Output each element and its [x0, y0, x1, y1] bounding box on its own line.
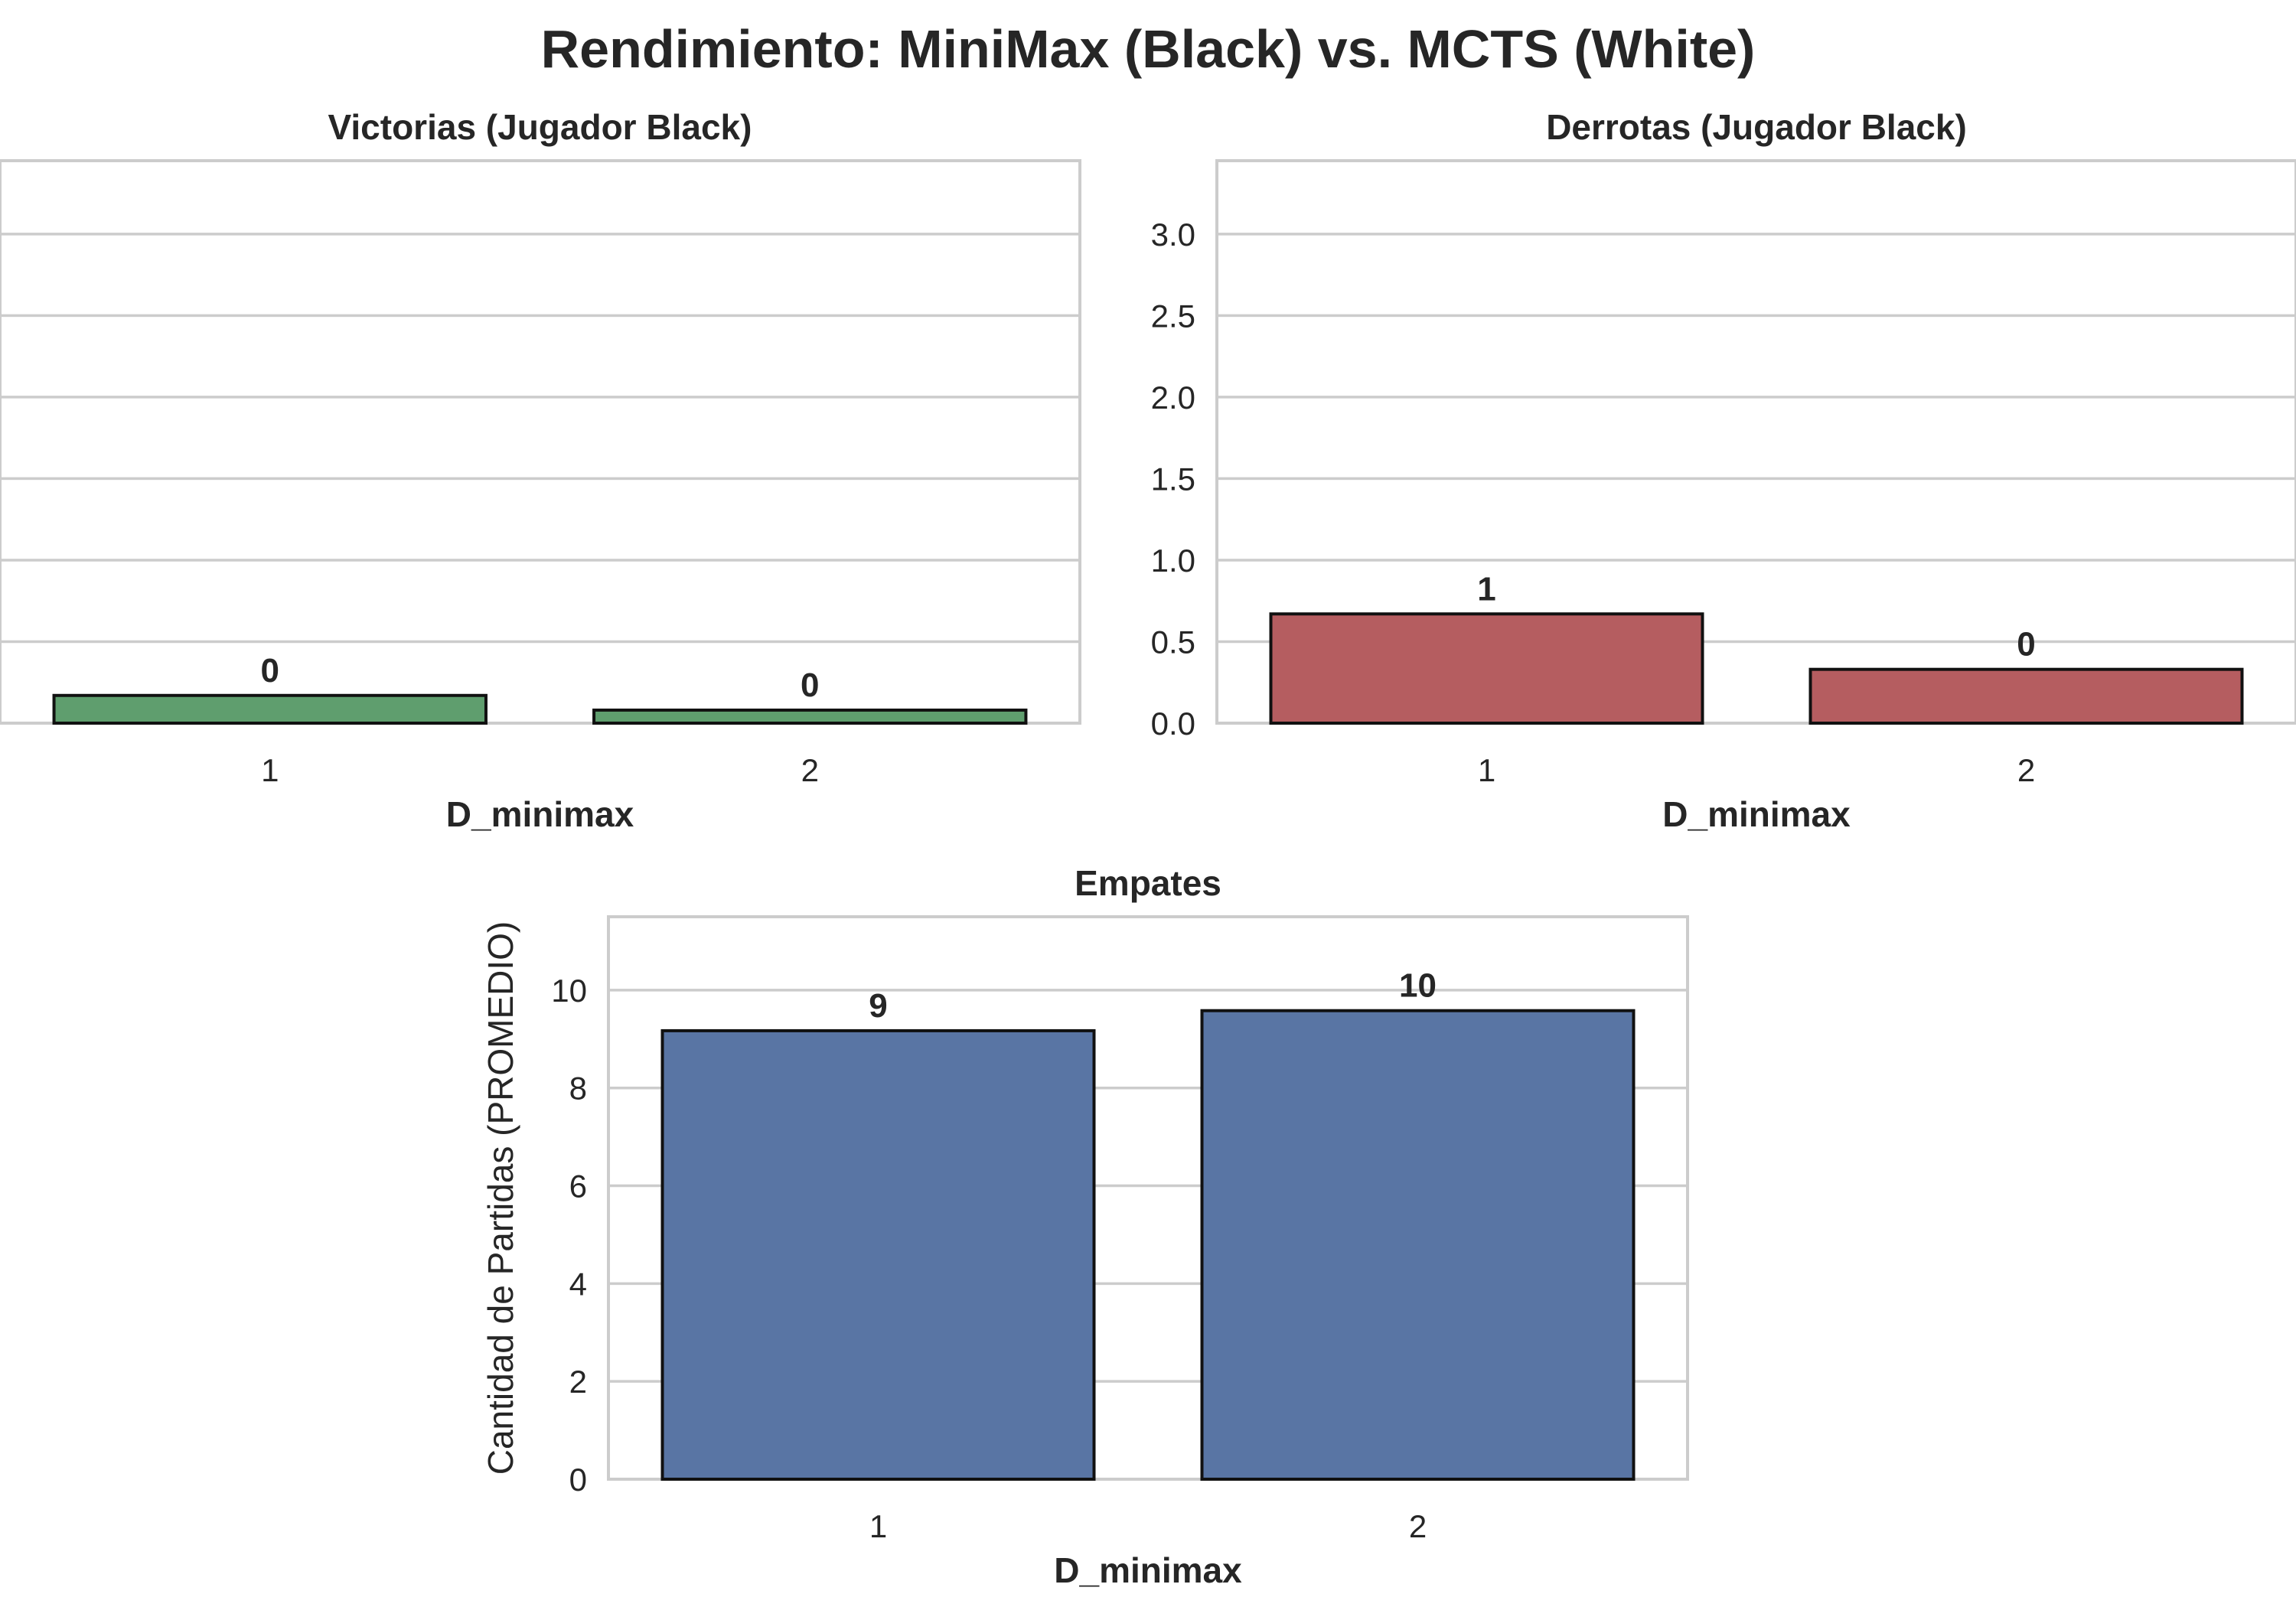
figure-title: Rendimiento: MiniMax (Black) vs. MCTS (W… — [541, 19, 1756, 79]
y-axis-label: Cantidad de Partidas (PROMEDIO) — [481, 921, 520, 1475]
x-tick-label-2: 2 — [1409, 1508, 1427, 1544]
x-axis-label: D_minimax — [1054, 1550, 1242, 1590]
y-tick-label: 1.0 — [1151, 543, 1195, 579]
chart-title: Derrotas (Jugador Black) — [1546, 107, 1967, 147]
bar-1 — [1269, 612, 1704, 725]
bar-1 — [660, 1028, 1096, 1481]
data-label-2: 0 — [2017, 626, 2035, 663]
data-label-1: 1 — [1477, 570, 1495, 608]
data-label-1: 0 — [261, 652, 279, 689]
y-tick-label: 2.5 — [1151, 298, 1195, 334]
plot-frame — [1215, 159, 2296, 725]
x-tick-label-2: 2 — [2017, 752, 2035, 788]
bar-1 — [52, 693, 488, 725]
bar-2 — [1808, 667, 2244, 725]
y-tick-label: 4 — [569, 1266, 587, 1302]
data-label-1: 9 — [869, 987, 887, 1025]
y-tick-label: 8 — [569, 1071, 587, 1107]
x-tick-label-1: 1 — [1478, 752, 1495, 788]
x-axis-label: D_minimax — [1662, 794, 1851, 834]
y-tick-label: 2.0 — [1151, 380, 1195, 416]
y-tick-label: 0.0 — [1151, 706, 1195, 742]
plot-frame — [0, 159, 1081, 725]
y-tick-label: 10 — [551, 973, 587, 1009]
chart-panel-victorias-jugador-black: 0 0 1 2 Victorias (Jugador Black) D_minimax — [0, 107, 1081, 834]
chart-title: Empates — [1075, 863, 1221, 903]
y-tick-label: 0 — [569, 1462, 587, 1498]
data-label-2: 0 — [801, 667, 819, 704]
bar-2 — [1200, 1009, 1636, 1481]
bar-2 — [592, 708, 1028, 725]
chart-panel-empates: 9 10 1 2 0 2 4 6 8 10 Empates D_minimax Cantidad de … — [481, 863, 1689, 1590]
x-axis-label: D_minimax — [446, 794, 634, 834]
y-tick-label: 6 — [569, 1169, 587, 1204]
y-tick-label: 2 — [569, 1364, 587, 1400]
y-tick-label: 3.0 — [1151, 217, 1195, 253]
x-tick-label-2: 2 — [801, 752, 819, 788]
x-tick-label-1: 1 — [261, 752, 279, 788]
plot-frame — [607, 915, 1689, 1481]
data-label-2: 10 — [1399, 967, 1437, 1005]
chart-title: Victorias (Jugador Black) — [328, 107, 752, 147]
x-tick-label-1: 1 — [869, 1508, 887, 1544]
chart-panel-derrotas-jugador-black: 1 0 1 2 0.0 0.5 1.0 1.5 2.0 2.5 3.0 Derrotas (Jugad… — [1151, 107, 2296, 834]
y-tick-label: 1.5 — [1151, 461, 1195, 497]
y-tick-label: 0.5 — [1151, 624, 1195, 660]
